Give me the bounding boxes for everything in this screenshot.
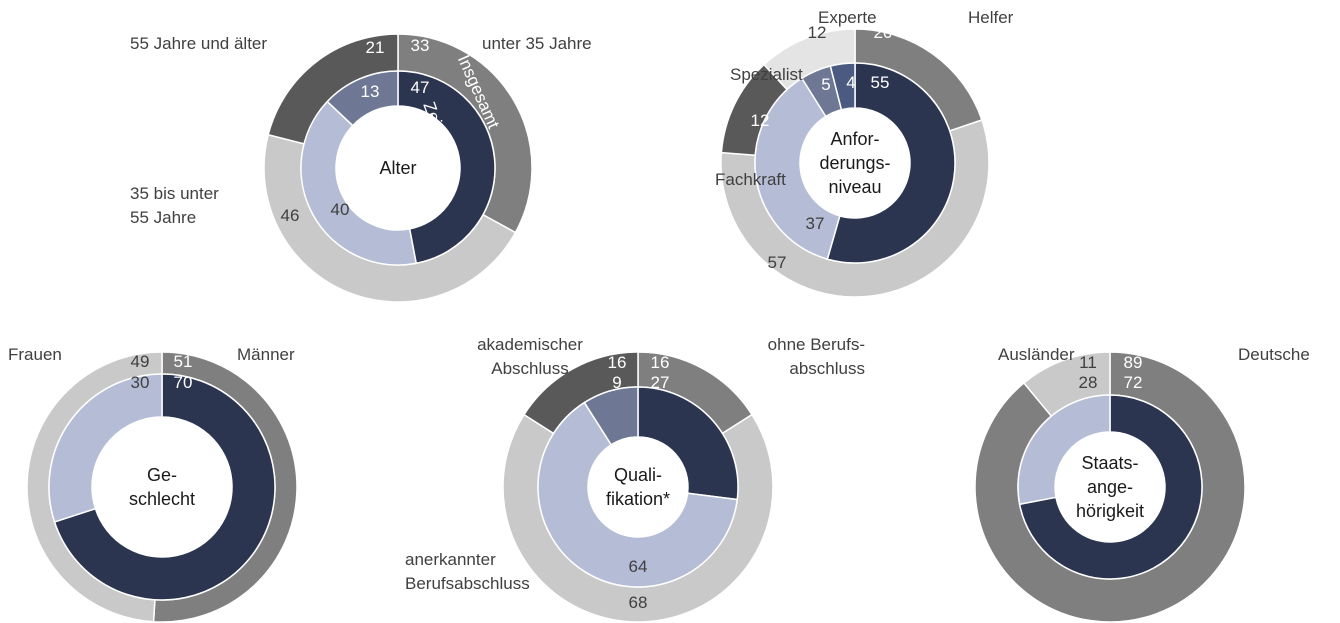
value-label: 68 (628, 593, 648, 612)
donut-segment (829, 62, 856, 111)
category-label: Experte (818, 8, 877, 27)
value-label: 20 (873, 23, 893, 42)
category-label: ohne Berufs- abschluss (767, 335, 865, 378)
donut-segment (1018, 394, 1203, 580)
center-label: Staats- ange- hörigkeit (1075, 453, 1145, 521)
value-label: 72 (1123, 373, 1143, 392)
donut-segment (53, 373, 276, 601)
value-label: 89 (1123, 353, 1143, 372)
donut-segment (48, 373, 163, 523)
donut-segment (326, 70, 399, 127)
value-label: 16 (650, 353, 670, 372)
category-label: Helfer (968, 8, 1014, 27)
value-label: 49 (130, 352, 150, 371)
value-label: 64 (628, 557, 648, 576)
category-label: Deutsche (1238, 345, 1310, 364)
value-label: 40 (330, 200, 350, 219)
donut-segment (397, 70, 496, 265)
value-label: 28 (1078, 373, 1098, 392)
category-label: Spezialist (730, 65, 803, 84)
category-label: akademischer Abschluss (477, 335, 583, 378)
value-label: 46 (280, 206, 300, 225)
value-label: 70 (173, 373, 193, 392)
value-label: 12 (807, 23, 827, 42)
donut-segment (1017, 394, 1111, 506)
value-label: 9 (612, 373, 622, 392)
center-label: Quali- fikation* (605, 465, 671, 509)
category-label: anerkannter Berufsabschluss (405, 550, 530, 593)
value-label: 11 (1079, 353, 1097, 372)
value-label: 5 (821, 75, 831, 94)
value-label: 33 (410, 36, 430, 55)
category-label: 35 bis unter 55 Jahre (130, 184, 219, 227)
donut-hole (1056, 433, 1164, 541)
category-label: Ausländer (998, 345, 1075, 364)
value-label: 47 (410, 78, 430, 97)
value-label: 12 (750, 111, 770, 130)
category-label: Männer (237, 345, 295, 364)
donut-segment (637, 386, 739, 501)
center-label: Ge- schlecht (128, 465, 196, 509)
value-label: 4 (846, 73, 856, 92)
donut-segment (754, 77, 841, 261)
value-label: 55 (870, 73, 890, 92)
value-label: 27 (650, 373, 670, 392)
value-label: 30 (130, 373, 150, 392)
value-label: 16 (607, 353, 627, 372)
category-label: Frauen (8, 345, 62, 364)
value-label: 57 (767, 253, 787, 272)
donut-segment (537, 401, 739, 588)
value-label: 37 (805, 214, 825, 233)
donut-hole (589, 438, 687, 536)
center-label: Alter (379, 158, 417, 178)
donut-hole (337, 107, 459, 229)
value-label: 13 (360, 82, 380, 101)
donut-segment (300, 100, 418, 266)
category-label: unter 35 Jahre (482, 34, 592, 53)
category-label: 55 Jahre und älter (130, 34, 268, 53)
center-label: Anfor- derungs- niveau (819, 129, 891, 197)
donut-segment (826, 62, 956, 264)
value-label: 21 (365, 38, 385, 57)
donut-hole (93, 418, 231, 556)
donut-segment (583, 386, 639, 446)
category-label: Fachkraft (715, 170, 786, 189)
value-label: 51 (173, 352, 193, 371)
donut-hole (801, 109, 909, 217)
